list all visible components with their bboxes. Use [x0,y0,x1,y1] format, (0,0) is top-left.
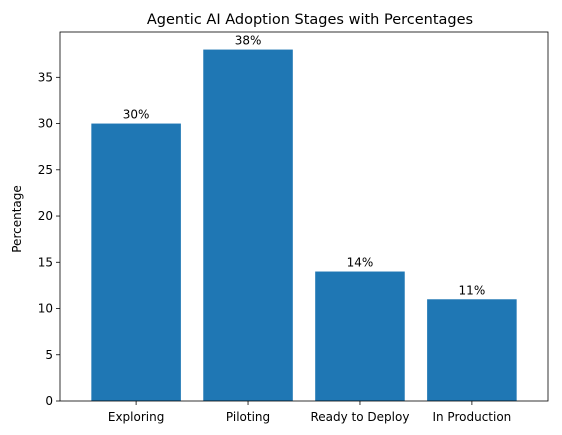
data-label: 38% [235,34,262,48]
y-tick-label: 10 [38,302,53,316]
data-label: 11% [459,283,486,297]
y-tick-label: 30 [38,117,53,131]
chart-title: Agentic AI Adoption Stages with Percenta… [147,12,473,28]
y-axis-label: Percentage [10,185,24,253]
y-tick-label: 25 [38,163,53,177]
bar-piloting [203,49,293,401]
y-tick-label: 15 [38,255,53,269]
data-label: 30% [123,108,150,122]
y-axis-ticks: 0 5 10 15 20 25 30 35 [38,70,60,408]
x-tick-label: Piloting [226,410,270,424]
y-tick-label: 0 [45,394,53,408]
bar-exploring [91,123,181,401]
x-tick-label: Exploring [108,410,164,424]
bar-in-production [427,299,517,401]
x-tick-label: In Production [432,410,511,424]
y-tick-label: 20 [38,209,53,223]
bar-ready-to-deploy [315,271,405,401]
y-tick-label: 35 [38,70,53,84]
y-tick-label: 5 [45,348,53,362]
x-tick-label: Ready to Deploy [310,410,409,424]
x-axis-ticks: Exploring Piloting Ready to Deploy In Produ… [108,401,511,424]
plot-frame [59,31,549,402]
data-label: 14% [347,256,374,270]
data-labels: 30% 38% 14% 11% [123,34,485,298]
bars-group [91,49,517,401]
